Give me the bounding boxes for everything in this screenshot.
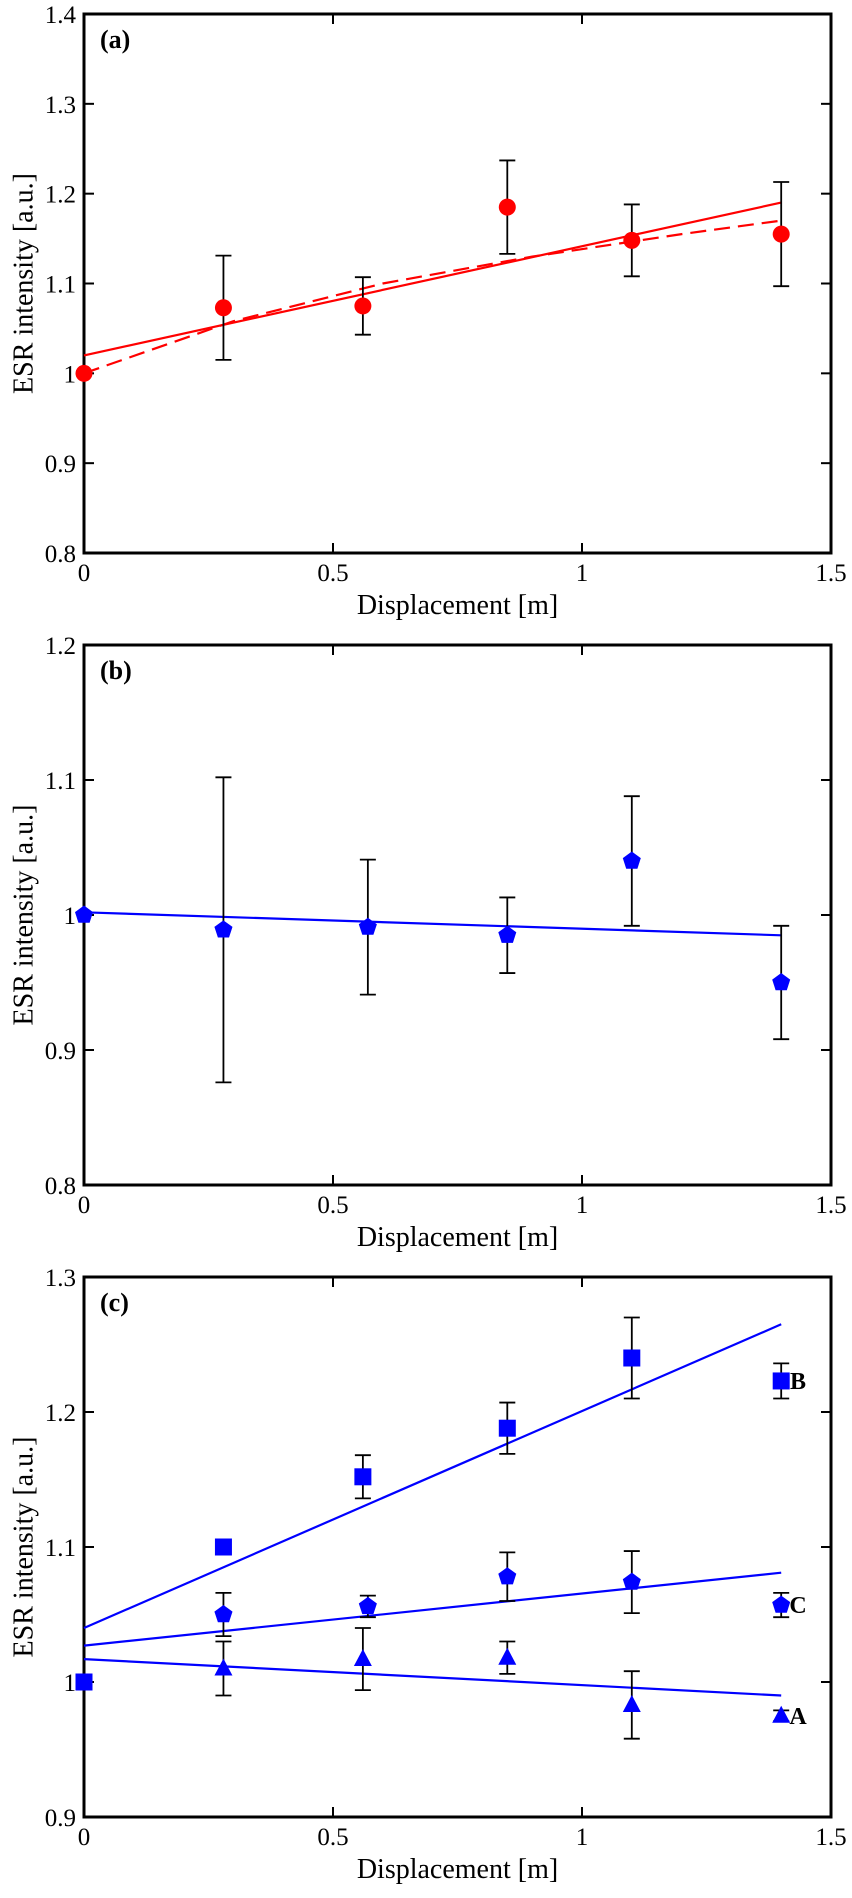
x-tick-label: 1	[576, 560, 589, 587]
y-axis-label: ESR intensity [a.u.]	[8, 1437, 39, 1658]
data-point	[498, 1567, 517, 1585]
series-label: B	[790, 1369, 806, 1395]
x-tick-label: 1.5	[815, 560, 846, 587]
x-tick-label: 0	[78, 1192, 91, 1219]
data-point	[772, 1705, 791, 1723]
x-axis-label: Displacement [m]	[357, 1854, 558, 1885]
data-point	[622, 851, 641, 869]
y-tick-label: 1.2	[45, 633, 76, 660]
series-labels: B C A	[789, 1369, 807, 1730]
data-point	[772, 1372, 790, 1390]
data-point	[498, 925, 517, 943]
y-tick-label: 1.3	[45, 1265, 76, 1292]
fit-line	[83, 1571, 782, 1647]
y-tick-label: 0.9	[45, 1805, 76, 1832]
y-tick-label: 1.2	[45, 1400, 76, 1427]
x-tick-label: 0.5	[317, 1192, 348, 1219]
axis-ticks: 0 0.5 1 1.5 0.9 1 1.1 1.2 1.3	[45, 1265, 847, 1851]
data-point	[75, 905, 93, 923]
panel-label: (b)	[100, 656, 132, 685]
fit-lines	[83, 1323, 782, 1697]
axis-ticks: 0 0.5 1 1.5 0.8 0.9 1 1.1 1.2	[45, 633, 847, 1219]
y-tick-label: 1.1	[45, 272, 76, 299]
x-axis-label: Displacement [m]	[357, 590, 558, 621]
panel-a: 0 0.5 1 1.5 0.8 0.9 1 1.1 1.2 1.3 1.4 (a) Displace…	[8, 2, 846, 621]
series-label: A	[789, 1704, 807, 1730]
y-axis-label: ESR intensity [a.u.]	[8, 805, 39, 1026]
data-point	[75, 364, 93, 382]
data-point	[75, 1673, 93, 1691]
data-point	[353, 1649, 372, 1667]
y-tick-label: 1.4	[45, 2, 77, 29]
series-label: C	[789, 1593, 806, 1619]
y-tick-label: 0.9	[45, 451, 76, 478]
x-axis-label: Displacement [m]	[357, 1222, 558, 1253]
x-tick-label: 0.5	[317, 560, 348, 587]
plot-frame	[82, 1275, 833, 1819]
panel-c: 0 0.5 1 1.5 0.9 1 1.1 1.2 1.3 B C A (c) Displaceme…	[8, 1265, 846, 1885]
data-point	[622, 1694, 641, 1712]
panel-b: 0 0.5 1 1.5 0.8 0.9 1 1.1 1.2 (b) Displacement […	[8, 633, 846, 1253]
data-point	[623, 1349, 641, 1367]
y-tick-label: 1	[64, 903, 77, 930]
y-tick-label: 1.1	[45, 768, 76, 795]
data-point	[498, 1647, 517, 1665]
data-point	[623, 231, 641, 249]
data-point	[214, 299, 232, 317]
x-tick-label: 1.5	[815, 1824, 846, 1851]
x-tick-label: 0.5	[317, 1824, 348, 1851]
data-point	[772, 225, 790, 243]
y-tick-label: 1.3	[45, 92, 76, 119]
fit-line	[83, 1658, 782, 1697]
y-tick-label: 1	[64, 1670, 77, 1697]
data-points	[75, 159, 790, 382]
data-point	[214, 1605, 233, 1623]
y-tick-label: 0.8	[45, 541, 76, 568]
x-tick-label: 1	[576, 1192, 589, 1219]
y-tick-label: 1.1	[45, 1535, 76, 1562]
data-point	[354, 1468, 372, 1486]
plot-frame	[82, 12, 833, 555]
panel-label: (c)	[100, 1288, 129, 1317]
x-tick-label: 1	[576, 1824, 589, 1851]
x-tick-label: 0	[78, 1824, 91, 1851]
panel-label: (a)	[100, 25, 130, 54]
fit-line	[83, 911, 782, 937]
data-point	[498, 198, 516, 216]
y-axis-label: ESR intensity [a.u.]	[8, 173, 39, 394]
data-point	[772, 1595, 791, 1613]
fit-line	[83, 201, 782, 357]
data-point	[354, 297, 372, 315]
data-point	[358, 1596, 377, 1615]
data-point	[622, 1572, 641, 1590]
y-tick-label: 0.9	[45, 1038, 76, 1065]
fit-lines	[83, 911, 782, 937]
y-tick-label: 0.8	[45, 1173, 76, 1200]
axis-ticks: 0 0.5 1 1.5 0.8 0.9 1 1.1 1.2 1.3 1.4	[45, 2, 847, 587]
data-points	[75, 1316, 791, 1740]
data-points	[75, 776, 791, 1084]
data-point	[358, 917, 377, 935]
fit-lines	[83, 201, 782, 375]
data-point	[214, 1538, 232, 1556]
data-point	[772, 973, 791, 991]
data-point	[214, 920, 233, 938]
fit-line	[83, 1323, 782, 1630]
data-point	[498, 1419, 516, 1437]
y-tick-label: 1.2	[45, 182, 76, 209]
fit-line-dashed	[83, 219, 782, 375]
y-tick-label: 1	[64, 361, 77, 388]
data-point	[214, 1658, 233, 1676]
x-tick-label: 1.5	[815, 1192, 846, 1219]
x-tick-label: 0	[78, 560, 91, 587]
